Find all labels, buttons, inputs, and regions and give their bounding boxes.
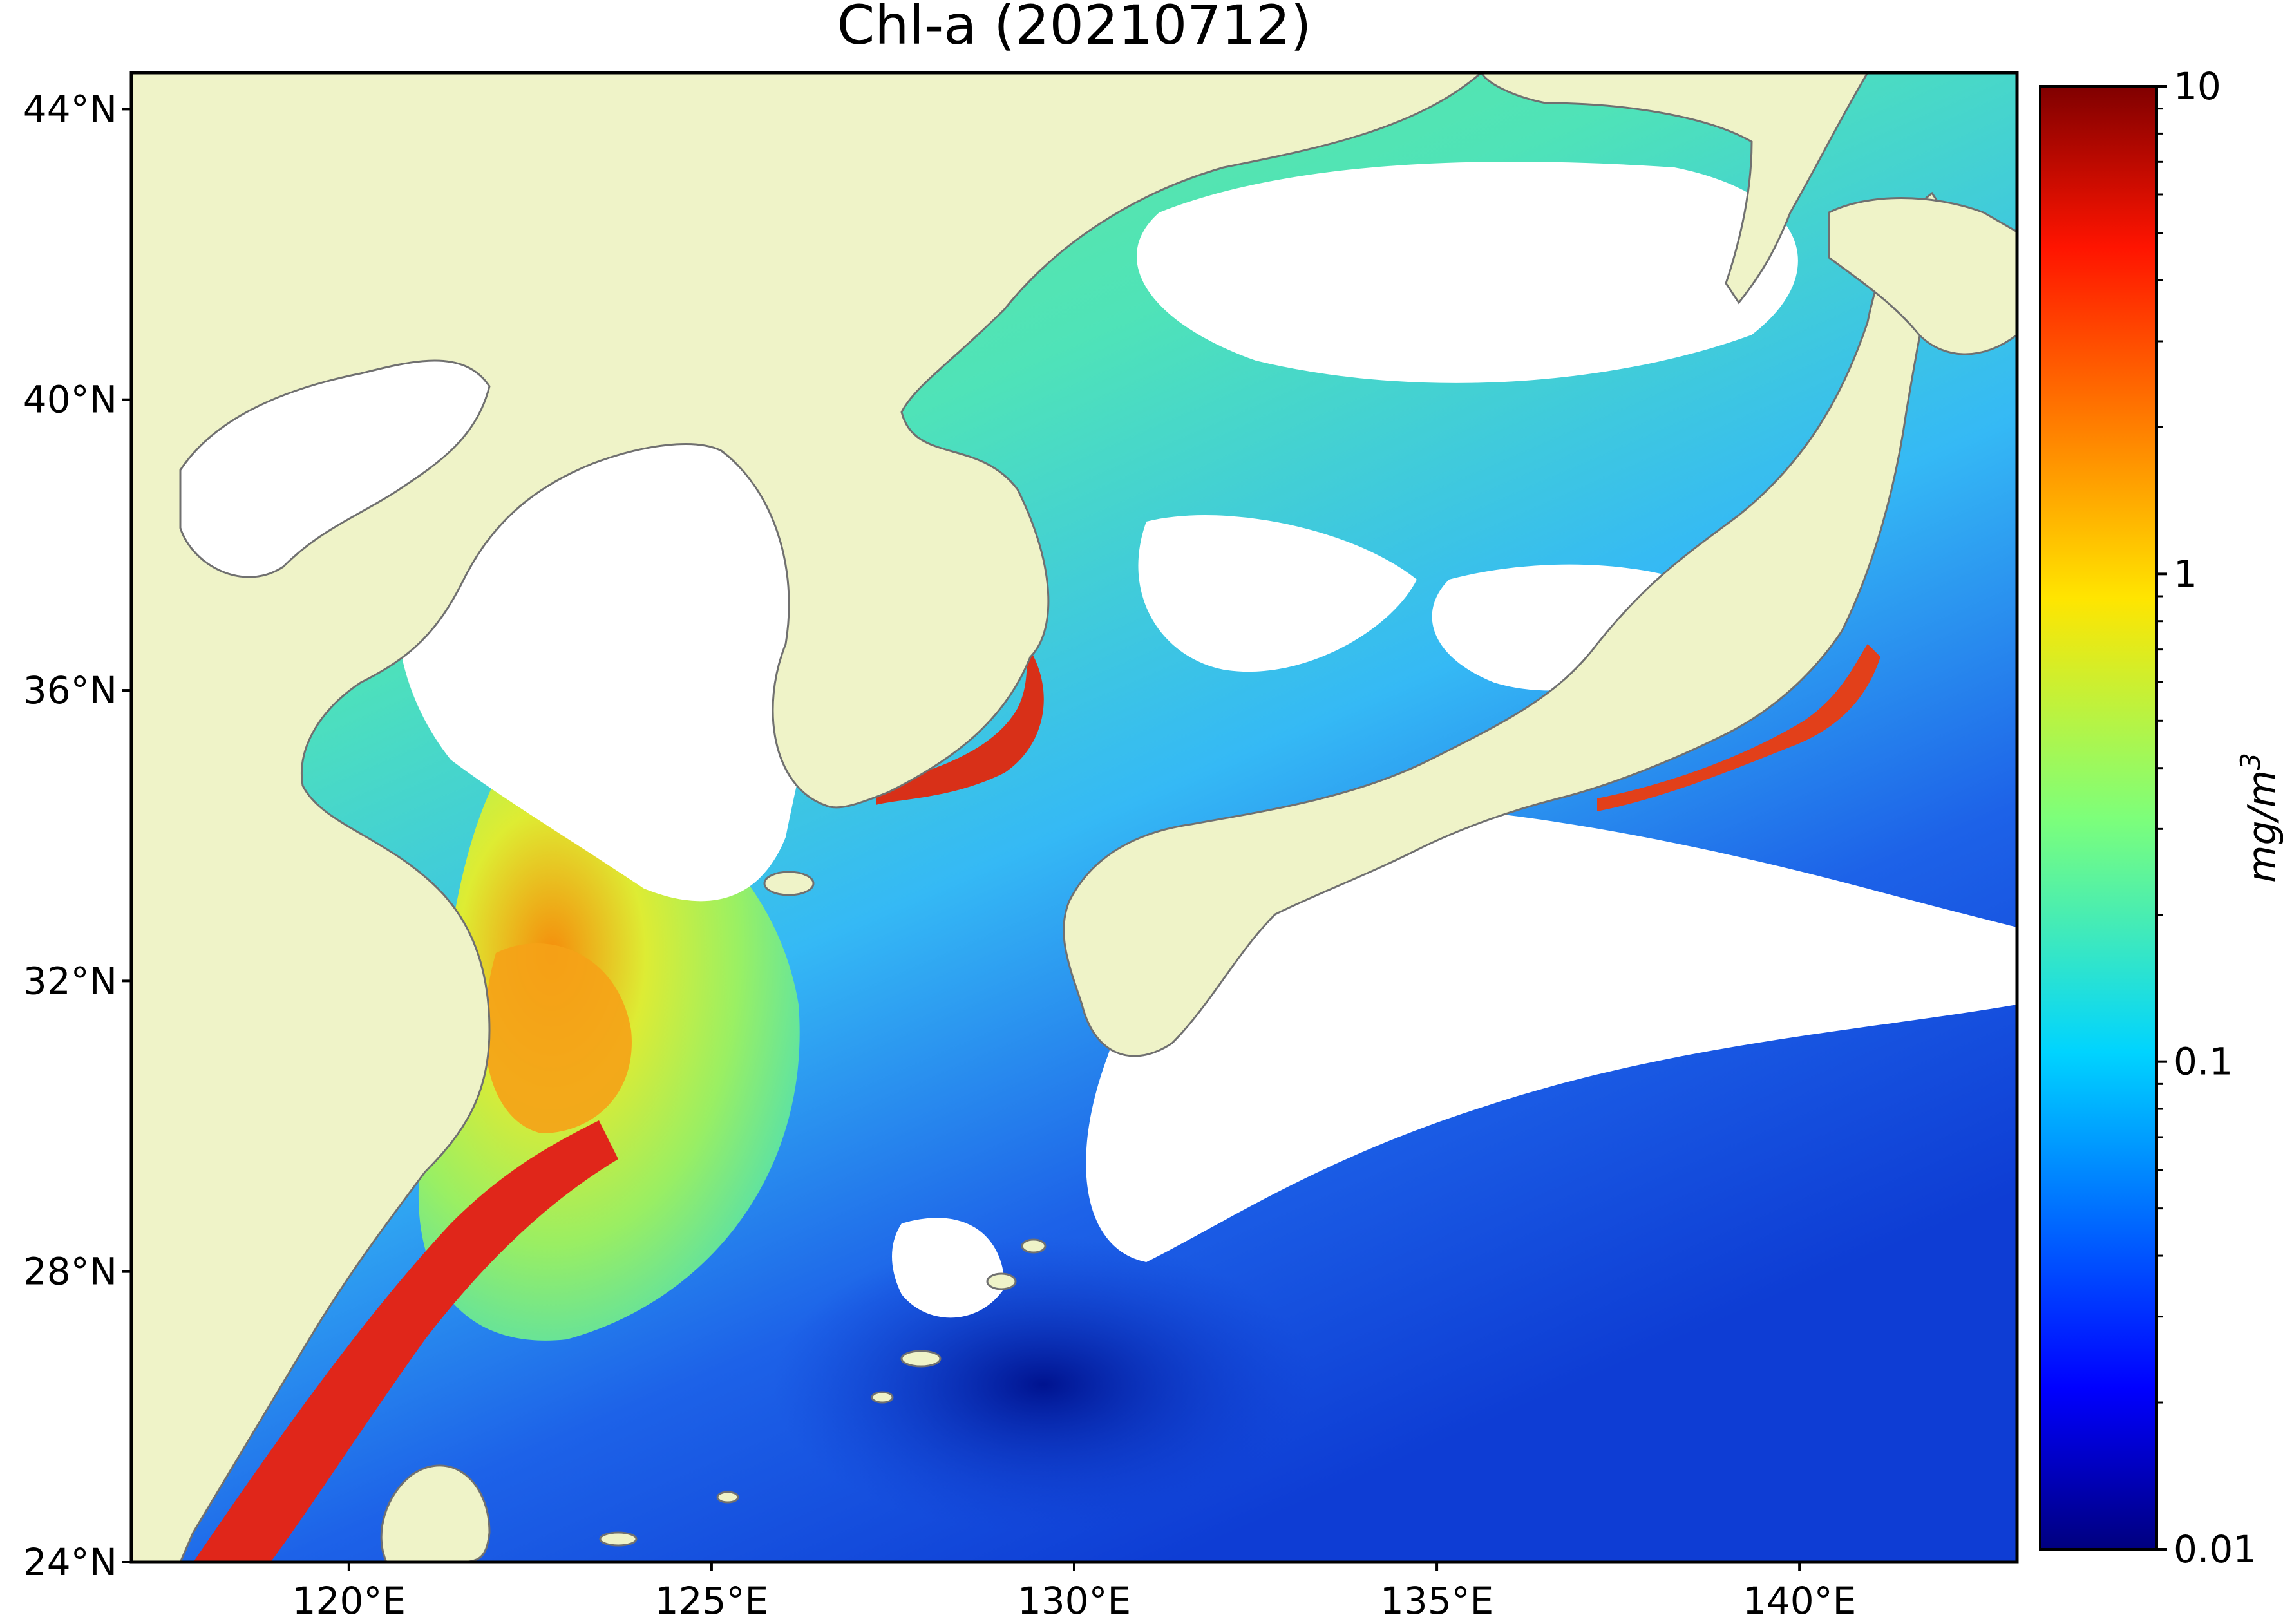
china-coastal-bloom	[193, 1120, 618, 1562]
land-masses	[131, 73, 2017, 1562]
colorbar-tick-label: 0.1	[2174, 1040, 2233, 1084]
latitude-axis: 44°N 40°N 36°N 32°N 28°N 24°N	[23, 87, 131, 1584]
cloud-cover-regions	[397, 162, 2017, 1318]
lon-tick-label: 140°E	[1743, 1579, 1856, 1623]
lat-tick-label: 40°N	[23, 378, 117, 422]
colorbar-unit-label: mg/m3	[2235, 753, 2283, 883]
taiwan-island	[380, 1464, 491, 1562]
colorbar-gradient	[2040, 86, 2157, 1549]
lon-tick-label: 135°E	[1380, 1579, 1493, 1623]
hokkaido-island	[1828, 197, 2017, 355]
ryukyu-islands	[599, 1238, 1047, 1547]
lon-tick-label: 120°E	[292, 1579, 406, 1623]
colorbar-tick-label: 0.01	[2174, 1527, 2257, 1571]
russia-coast	[1480, 73, 1869, 305]
china-korea-landmass	[131, 73, 1483, 1562]
lat-tick-label: 24°N	[23, 1540, 117, 1584]
bohai-bay	[179, 359, 491, 578]
low-chlorophyll-region	[773, 1236, 1314, 1533]
japan-coastal-bloom	[1597, 644, 1880, 811]
colorbar-frame	[2039, 85, 2158, 1551]
japan-main-islands	[1063, 191, 1946, 1057]
jeju-island	[763, 871, 815, 896]
lon-tick-label: 125°E	[655, 1579, 768, 1623]
unit-base: mg/m	[2240, 770, 2283, 883]
yangtze-estuary-bloom	[484, 943, 632, 1133]
map-plot-area	[131, 73, 2017, 1562]
lon-tick-label: 130°E	[1018, 1579, 1131, 1623]
colorbar-axis: 10 1 0.1 0.01	[2157, 64, 2257, 1571]
lat-tick-label: 32°N	[23, 959, 117, 1003]
lat-tick-label: 28°N	[23, 1250, 117, 1294]
lat-tick-label: 44°N	[23, 87, 117, 131]
korea-coastal-bloom	[876, 650, 1044, 805]
unit-exponent: 3	[2235, 753, 2266, 770]
map-title: Chl-a (20210712)	[837, 0, 1312, 57]
colorbar-tick-label: 10	[2174, 64, 2221, 108]
longitude-axis: 120°E 125°E 130°E 135°E 140°E	[292, 1562, 1856, 1623]
lat-tick-label: 36°N	[23, 668, 117, 712]
colorbar-tick-label: 1	[2174, 552, 2197, 596]
